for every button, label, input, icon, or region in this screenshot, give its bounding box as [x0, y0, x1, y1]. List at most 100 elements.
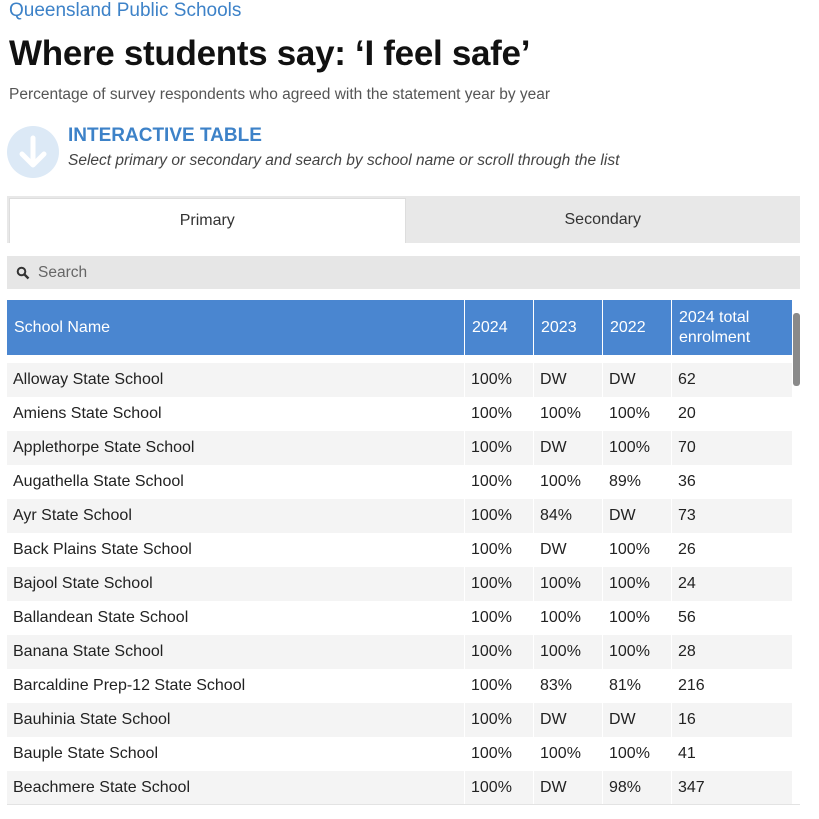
subtitle: Percentage of survey respondents who agr…: [9, 86, 551, 103]
table-cell: 100%: [464, 397, 533, 431]
table-cell: DW: [602, 499, 671, 533]
table-cell: 62: [671, 363, 792, 397]
table-cell: 100%: [464, 567, 533, 601]
table-cell: Ballandean State School: [13, 609, 189, 626]
table-cell: 100%: [602, 397, 671, 431]
table-row: Amiens State School 100% 100% 100% 20: [7, 397, 792, 431]
table-cell: 100%: [464, 737, 533, 771]
column-header[interactable]: 2024 total enrolment: [671, 300, 792, 355]
table-cell: DW: [533, 431, 602, 465]
table-cell: 100%: [464, 669, 533, 703]
table-cell: DW: [533, 533, 602, 567]
table-cell: 100%: [464, 601, 533, 635]
search-box[interactable]: Search: [7, 256, 800, 289]
instruction-text: Select primary or secondary and search b…: [68, 152, 620, 169]
table-cell: 100%: [533, 601, 602, 635]
table-cell: 100%: [602, 737, 671, 771]
search-icon: [16, 266, 30, 279]
table-cell: DW: [533, 771, 602, 805]
table-row: Ballandean State School 100% 100% 100% 56: [7, 601, 792, 635]
column-header[interactable]: School Name: [14, 318, 111, 336]
table-cell: Ayr State School: [13, 507, 132, 524]
table-cell: 100%: [464, 703, 533, 737]
kicker: Queensland Public Schools: [9, 0, 242, 21]
table-cell: 89%: [602, 465, 671, 499]
table-cell: DW: [533, 363, 602, 397]
table-row: Bauhinia State School 100% DW DW 16: [7, 703, 792, 737]
table-row: Beachmere State School 100% DW 98% 347: [7, 771, 792, 805]
column-header[interactable]: 2022: [602, 300, 671, 355]
table-cell: 100%: [533, 635, 602, 669]
table-cell: 36: [671, 465, 792, 499]
table-cell: 84%: [533, 499, 602, 533]
table-cell: Bauple State School: [13, 745, 158, 762]
table-row: Augathella State School 100% 100% 89% 36: [7, 465, 792, 499]
table-cell: 24: [671, 567, 792, 601]
table-row: Applethorpe State School 100% DW 100% 70: [7, 431, 792, 465]
table-cell: 41: [671, 737, 792, 771]
table-cell: DW: [533, 703, 602, 737]
table-cell: 56: [671, 601, 792, 635]
table-row: Banana State School 100% 100% 100% 28: [7, 635, 792, 669]
table-cell: Alloway State School: [13, 371, 164, 388]
table-cell: DW: [602, 363, 671, 397]
table-row: Ayr State School 100% 84% DW 73: [7, 499, 792, 533]
table-cell: 16: [671, 703, 792, 737]
table-cell: 83%: [533, 669, 602, 703]
table-cell: Back Plains State School: [13, 541, 192, 558]
table-cell: Bajool State School: [13, 575, 153, 592]
column-header[interactable]: 2024: [464, 300, 533, 355]
table-cell: Bauhinia State School: [13, 711, 171, 728]
table-cell: 100%: [602, 635, 671, 669]
table-cell: Amiens State School: [13, 405, 162, 422]
table-cell: Augathella State School: [13, 473, 184, 490]
tab[interactable]: Secondary: [564, 210, 642, 228]
table-cell: 100%: [464, 533, 533, 567]
spacer: [7, 355, 792, 363]
arrow-icon: [7, 126, 59, 178]
table-cell: 100%: [533, 737, 602, 771]
divider: [7, 804, 800, 805]
table-cell: 98%: [602, 771, 671, 805]
table-cell: Barcaldine Prep-12 State School: [13, 677, 246, 694]
tab[interactable]: Primary: [9, 198, 406, 243]
header-row: School Name 2024 2023 2022 2024 total enrolm…: [7, 300, 792, 355]
table-cell: 81%: [602, 669, 671, 703]
table-cell: 347: [671, 771, 792, 805]
table-cell: 20: [671, 397, 792, 431]
table-cell: 100%: [464, 499, 533, 533]
table-cell: 100%: [464, 771, 533, 805]
table-cell: 100%: [464, 465, 533, 499]
table-cell: 100%: [602, 431, 671, 465]
table-row: Alloway State School 100% DW DW 62: [7, 363, 792, 397]
table-cell: 70: [671, 431, 792, 465]
table-cell: 28: [671, 635, 792, 669]
table-cell: Applethorpe State School: [13, 439, 195, 456]
title: Where students say: ‘I feel safe’: [9, 34, 531, 73]
table-cell: 216: [671, 669, 792, 703]
scrollbar[interactable]: [793, 313, 800, 386]
table-cell: 100%: [602, 601, 671, 635]
table-row: Back Plains State School 100% DW 100% 26: [7, 533, 792, 567]
table-row: Bauple State School 100% 100% 100% 41: [7, 737, 792, 771]
table-cell: 26: [671, 533, 792, 567]
table-cell: 100%: [533, 397, 602, 431]
table-cell: 100%: [533, 567, 602, 601]
table-cell: 100%: [464, 431, 533, 465]
tab-bar: Primary Secondary: [7, 196, 800, 243]
instruction-title: INTERACTIVE TABLE: [68, 125, 262, 146]
search-placeholder: Search: [38, 263, 88, 281]
table-cell: 100%: [464, 635, 533, 669]
table-cell: Banana State School: [13, 643, 164, 660]
table-row: Bajool State School 100% 100% 100% 24: [7, 567, 792, 601]
table-cell: 100%: [533, 465, 602, 499]
table-cell: 100%: [602, 533, 671, 567]
table-cell: DW: [602, 703, 671, 737]
table-cell: 100%: [602, 567, 671, 601]
table-cell: 100%: [464, 363, 533, 397]
table-cell: 73: [671, 499, 792, 533]
table-cell: Beachmere State School: [13, 779, 190, 796]
table-row: Barcaldine Prep-12 State School 100% 83% 81…: [7, 669, 792, 703]
column-header[interactable]: 2023: [533, 300, 602, 355]
